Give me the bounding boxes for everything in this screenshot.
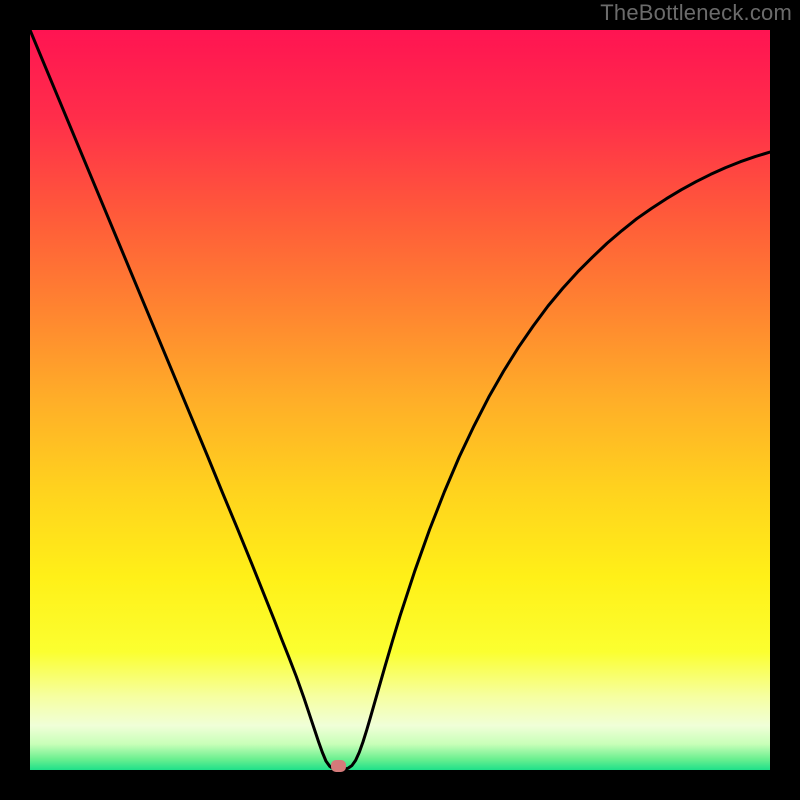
minimum-marker	[331, 760, 346, 772]
curve-layer	[30, 30, 770, 770]
chart-frame: TheBottleneck.com	[0, 0, 800, 800]
watermark-text: TheBottleneck.com	[600, 0, 792, 26]
bottleneck-curve	[30, 30, 770, 770]
plot-area	[30, 30, 770, 770]
